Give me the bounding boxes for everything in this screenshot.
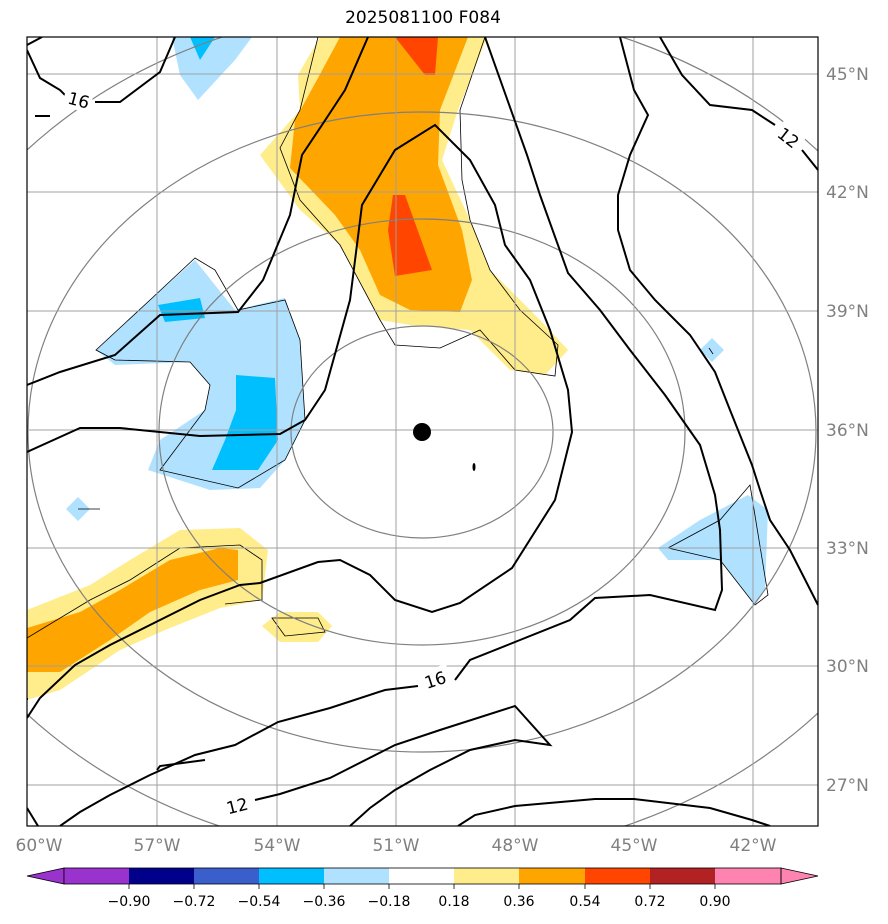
- colorbar-label: 0.90: [699, 894, 730, 910]
- orange-area: [27, 548, 238, 672]
- light-blue-area: [658, 495, 768, 605]
- contour-label-group: 16 12 16 12: [61, 84, 807, 820]
- lon-tick-labels: 60°W 57°W 54°W 51°W 48°W 45°W 42°W: [16, 836, 777, 856]
- lat-tick-label: 39°N: [826, 302, 869, 322]
- colorbar-swatch: [454, 868, 519, 884]
- lat-tick-label: 33°N: [826, 539, 869, 559]
- lat-tick-label: 30°N: [826, 657, 869, 677]
- lat-tick-label: 27°N: [826, 776, 869, 796]
- lat-tick-label: 45°N: [826, 65, 869, 85]
- lon-tick-label: 57°W: [134, 836, 181, 856]
- colorbar-swatch: [324, 868, 389, 884]
- colorbar-label: −0.18: [368, 894, 411, 910]
- thick-contours: [27, 37, 818, 826]
- lon-tick-label: 54°W: [254, 836, 301, 856]
- colorbar-label: −0.72: [173, 894, 216, 910]
- map-frame: [26, 36, 819, 827]
- colorbar-label: 0.18: [438, 894, 469, 910]
- storm-center-marker: [413, 423, 431, 441]
- colorbar-swatch: [259, 868, 324, 884]
- light-blue-area: [172, 37, 252, 100]
- colorbar-swatch: [129, 868, 194, 884]
- map-panel: 16 12 16 12: [27, 37, 818, 826]
- colorbar-ticks: [128, 884, 716, 889]
- lon-tick-label: 51°W: [373, 836, 420, 856]
- colorbar-label: −0.54: [238, 894, 281, 910]
- colorbar-swatch: [715, 868, 781, 884]
- lat-tick-label: 36°N: [826, 421, 869, 441]
- colorbar-swatch: [389, 868, 454, 884]
- lon-tick-label: 48°W: [492, 836, 539, 856]
- colorbar-label: 0.54: [569, 894, 600, 910]
- colorbar-label: −0.36: [303, 894, 346, 910]
- colorbar-label: 0.72: [634, 894, 665, 910]
- blue-area: [158, 298, 205, 322]
- blue-area: [190, 37, 215, 60]
- lon-tick-label: 60°W: [16, 836, 63, 856]
- lon-tick-label: 42°W: [730, 836, 777, 856]
- lat-tick-labels: 45°N 42°N 39°N 36°N 33°N 30°N 27°N: [826, 65, 869, 796]
- colorbar-label: 0.36: [503, 894, 534, 910]
- colorbar: −0.90 −0.72 −0.54 −0.36 −0.18 0.18 0.36 …: [26, 867, 819, 910]
- light-blue-area: [700, 338, 724, 362]
- lat-tick-label: 42°N: [826, 183, 869, 203]
- yellow-area: [262, 612, 332, 642]
- small-contour: [472, 463, 476, 471]
- colorbar-outline: [63, 867, 782, 885]
- colorbar-swatch: [519, 868, 585, 884]
- colorbar-label: −0.90: [108, 894, 151, 910]
- colorbar-high-extension: [780, 867, 819, 885]
- blue-area: [212, 375, 278, 470]
- colorbar-swatch: [194, 868, 259, 884]
- map-title: 2025081100 F084: [345, 8, 501, 28]
- red-orange-area: [395, 37, 438, 75]
- colorbar-swatch: [650, 868, 715, 884]
- colorbar-swatch: [585, 868, 650, 884]
- lon-tick-label: 45°W: [611, 836, 658, 856]
- colorbar-swatch: [64, 868, 129, 884]
- colorbar-low-extension: [26, 867, 65, 885]
- red-orange-area: [388, 195, 432, 276]
